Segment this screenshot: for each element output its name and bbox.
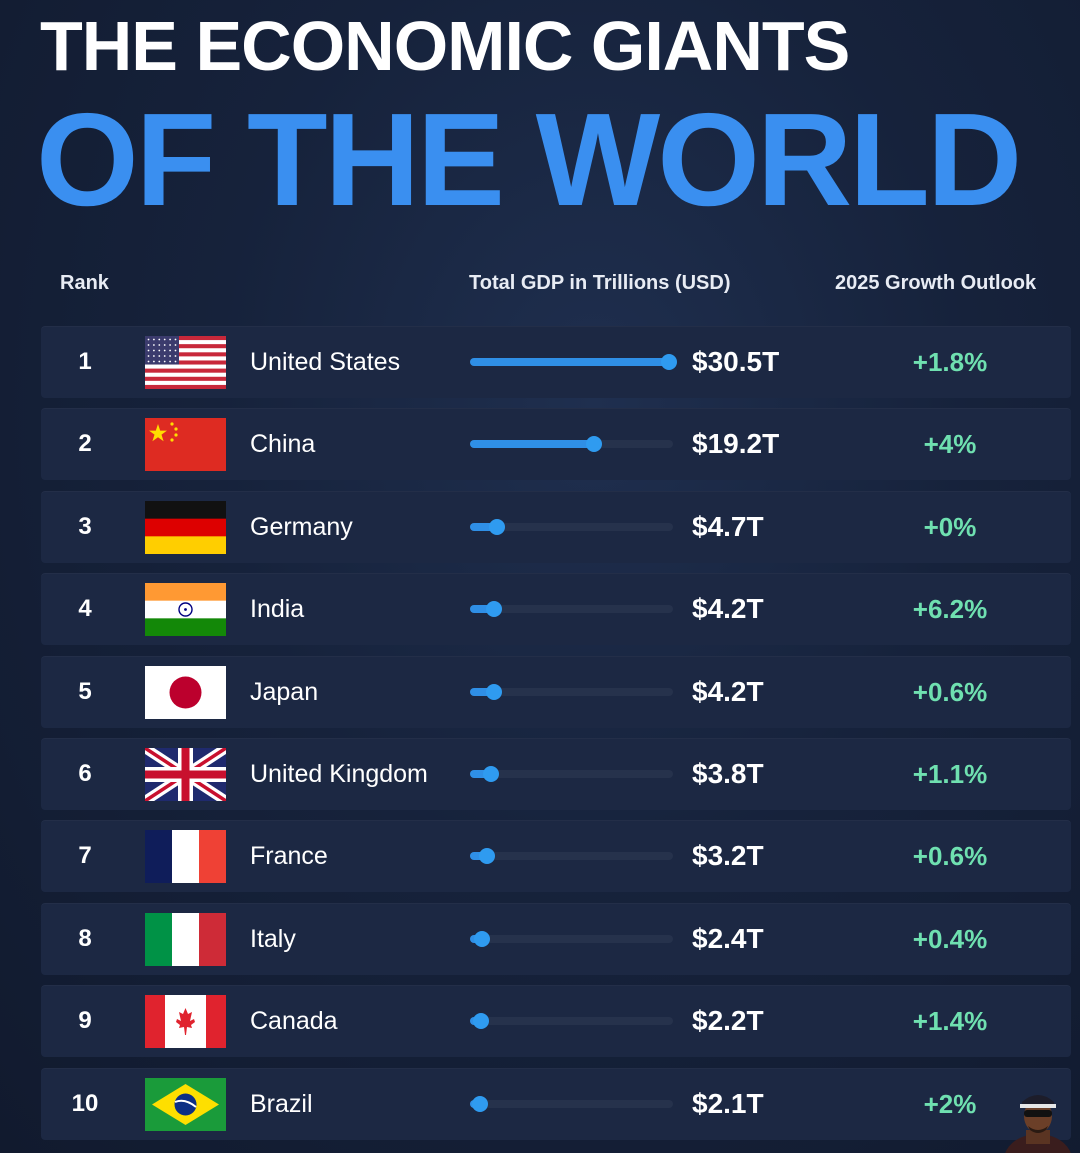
gdp-bar-dot [471, 1095, 488, 1112]
gdp-bar-dot [489, 518, 506, 535]
us-flag-icon [145, 336, 226, 389]
gdp-bar-fill [470, 770, 496, 778]
gdp-value-label: $4.2T [692, 593, 764, 625]
gdp-bar-dot [483, 766, 500, 782]
gdp-bar-fill [470, 440, 598, 449]
gdp-bar-fill [470, 687, 498, 696]
table-row: 5 Japan $4.2T +0.6% [41, 655, 1071, 728]
growth-value-label: +0% [923, 511, 977, 542]
country-label: Brazil [250, 1089, 313, 1118]
gdp-bar-track [470, 683, 673, 700]
gdp-bar-track [470, 518, 673, 535]
uk-flag-icon [145, 748, 226, 801]
growth-value-label: +1.4% [912, 1006, 988, 1037]
table-row: 2 China $19.2T +4% [41, 408, 1071, 481]
rank-label: 2 [78, 430, 92, 458]
table-row: 4 India $4.2T +6.2% [41, 573, 1071, 646]
rank-label: 6 [78, 760, 92, 787]
gdp-bar-track [470, 848, 673, 865]
country-label: Japan [250, 677, 319, 706]
rank-label: 1 [78, 348, 92, 375]
header-gdp: Total GDP in Trillions (USD) [469, 272, 731, 294]
country-label: Germany [250, 512, 353, 541]
table-row: 6 United Kingdom $3.8T +1.1% [41, 738, 1071, 810]
italy-flag-icon [145, 912, 226, 966]
rank-label: 10 [71, 1089, 99, 1117]
country-label: Canada [250, 1007, 338, 1036]
growth-value-label: +1.1% [912, 759, 988, 789]
gdp-bar-track [470, 930, 673, 947]
growth-value-label: +2% [923, 1088, 977, 1119]
gdp-bar-dot [472, 1013, 489, 1030]
india-flag-icon [145, 583, 226, 637]
gdp-value-label: $30.5T [692, 346, 780, 377]
france-flag-icon [145, 830, 226, 884]
gdp-value-label: $2.2T [692, 1005, 764, 1037]
gdp-value-label: $2.4T [692, 922, 764, 954]
china-flag-icon [145, 418, 226, 472]
growth-value-label: +4% [923, 429, 977, 460]
growth-value-label: +6.2% [912, 594, 988, 625]
gdp-bar-track [470, 601, 673, 618]
rank-label: 7 [78, 842, 92, 870]
gdp-bar-dot [473, 930, 490, 947]
title-line-2: OF THE WORLD [36, 86, 1022, 233]
growth-value-label: +0.6% [912, 676, 988, 707]
rank-label: 8 [78, 924, 92, 952]
country-label: Italy [250, 924, 296, 953]
gdp-value-label: $4.7T [692, 510, 764, 542]
gdp-bar-track [470, 1013, 673, 1030]
growth-value-label: +0.6% [912, 841, 988, 872]
title-line-1: THE ECONOMIC GIANTS [40, 7, 850, 85]
growth-value-label: +1.8% [912, 347, 988, 377]
country-label: India [250, 595, 305, 624]
header-growth: 2025 Growth Outlook [835, 272, 1037, 294]
table-row: 1 United States $30.5T +1.8% [41, 326, 1071, 398]
germany-flag-icon [145, 500, 226, 554]
gdp-bar-dot [485, 683, 502, 700]
gdp-value-label: $3.2T [692, 840, 764, 872]
gdp-bar-fill [470, 358, 673, 366]
gdp-bar-fill [470, 522, 502, 531]
gdp-bar-dot [479, 848, 496, 865]
table-row: 9 Canada $2.2T +1.4% [41, 985, 1071, 1058]
gdp-value-label: $4.2T [692, 675, 764, 707]
country-label: United Kingdom [250, 760, 428, 788]
rank-label: 9 [78, 1007, 92, 1035]
creator-avatar [1000, 1080, 1074, 1153]
country-label: France [250, 842, 328, 871]
growth-value-label: +0.4% [912, 923, 988, 954]
rank-label: 5 [78, 677, 92, 705]
gdp-bar-fill [470, 605, 498, 614]
table-row: 7 France $3.2T +0.6% [41, 820, 1071, 893]
gdp-bar-dot [585, 436, 602, 453]
table-row: 8 Italy $2.4T +0.4% [41, 902, 1071, 975]
gdp-bar-track [470, 1095, 673, 1112]
gdp-bar-track [470, 436, 673, 453]
country-label: United States [250, 348, 401, 376]
table-row: 3 Germany $4.7T +0% [41, 490, 1071, 563]
gdp-value-label: $2.1T [692, 1087, 764, 1119]
gdp-bar-track [470, 354, 677, 370]
brazil-flag-icon [145, 1077, 226, 1131]
gdp-bar-dot [485, 601, 502, 618]
rank-label: 3 [78, 512, 92, 540]
country-label: China [250, 430, 316, 459]
gdp-value-label: $19.2T [692, 428, 780, 460]
japan-flag-icon [145, 665, 226, 719]
canada-flag-icon [145, 995, 226, 1049]
table-row: 10 Brazil $2.1T +2% [41, 1067, 1071, 1140]
header-rank: Rank [60, 272, 109, 294]
gdp-bar-track [470, 766, 673, 782]
rank-label: 4 [78, 595, 92, 623]
gdp-value-label: $3.8T [692, 758, 764, 789]
gdp-bar-dot [661, 354, 677, 370]
